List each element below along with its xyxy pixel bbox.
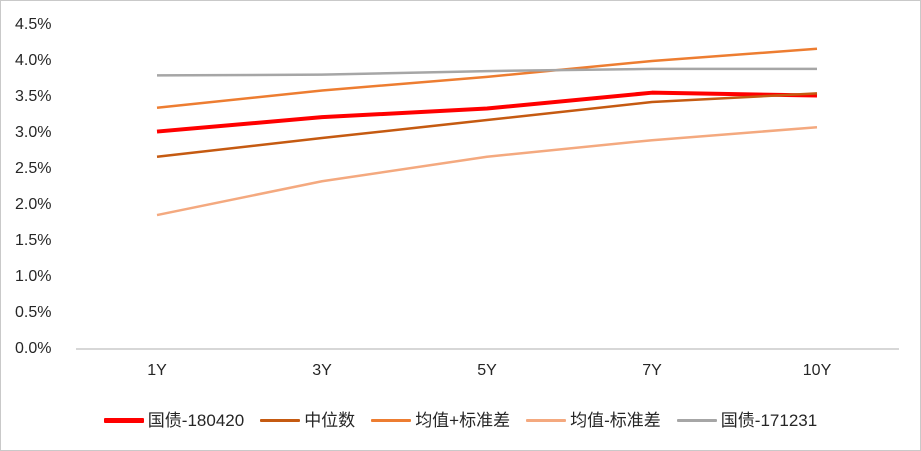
legend-line-swatch <box>526 418 567 422</box>
x-axis-tick-label: 7Y <box>642 362 662 379</box>
legend-label: 中位数 <box>304 410 356 430</box>
y-axis-tick-label: 1.5% <box>15 232 52 249</box>
y-axis-tick-label: 0.5% <box>15 304 52 321</box>
y-axis-tick-label: 4.0% <box>15 52 52 69</box>
y-axis-tick-label: 0.0% <box>15 340 52 357</box>
x-axis-tick-label: 10Y <box>802 362 832 379</box>
legend-item-0: 国债-180420 <box>103 410 245 430</box>
legend-line-swatch <box>371 418 412 422</box>
y-axis-tick-label: 2.5% <box>15 160 52 177</box>
legend-line-swatch <box>676 418 717 422</box>
y-axis-tick-label: 2.0% <box>15 196 52 213</box>
legend-item-2: 均值+标准差 <box>371 412 510 429</box>
y-axis-tick-label: 1.0% <box>15 268 52 285</box>
legend-label: 国债-180420 <box>147 410 245 430</box>
chart-legend: 国债-180420 中位数 均值+标准差 均值-标准差 国债-171231 <box>1 408 920 432</box>
x-axis-tick-label: 3Y <box>312 362 332 379</box>
legend-label: 均值+标准差 <box>415 410 511 430</box>
x-axis-tick-label: 1Y <box>147 362 167 379</box>
series-line-1 <box>156 92 818 159</box>
y-axis-tick-label: 3.0% <box>15 124 52 141</box>
series-line-0 <box>156 90 818 134</box>
x-axis-tick-label: 5Y <box>477 362 497 379</box>
series-line-3 <box>156 125 818 217</box>
y-axis-tick-label: 4.5% <box>15 16 52 33</box>
legend-item-4: 国债-171231 <box>676 410 818 430</box>
y-axis-tick-label: 3.5% <box>15 88 52 105</box>
series-line-4 <box>156 67 817 77</box>
legend-line-swatch <box>103 417 144 423</box>
legend-label: 均值-标准差 <box>570 410 661 430</box>
legend-item-1: 中位数 <box>260 412 355 429</box>
legend-line-swatch <box>260 418 301 422</box>
legend-label: 国债-171231 <box>720 410 818 430</box>
legend-item-3: 均值-标准差 <box>526 412 661 429</box>
series-line-2 <box>156 47 818 110</box>
